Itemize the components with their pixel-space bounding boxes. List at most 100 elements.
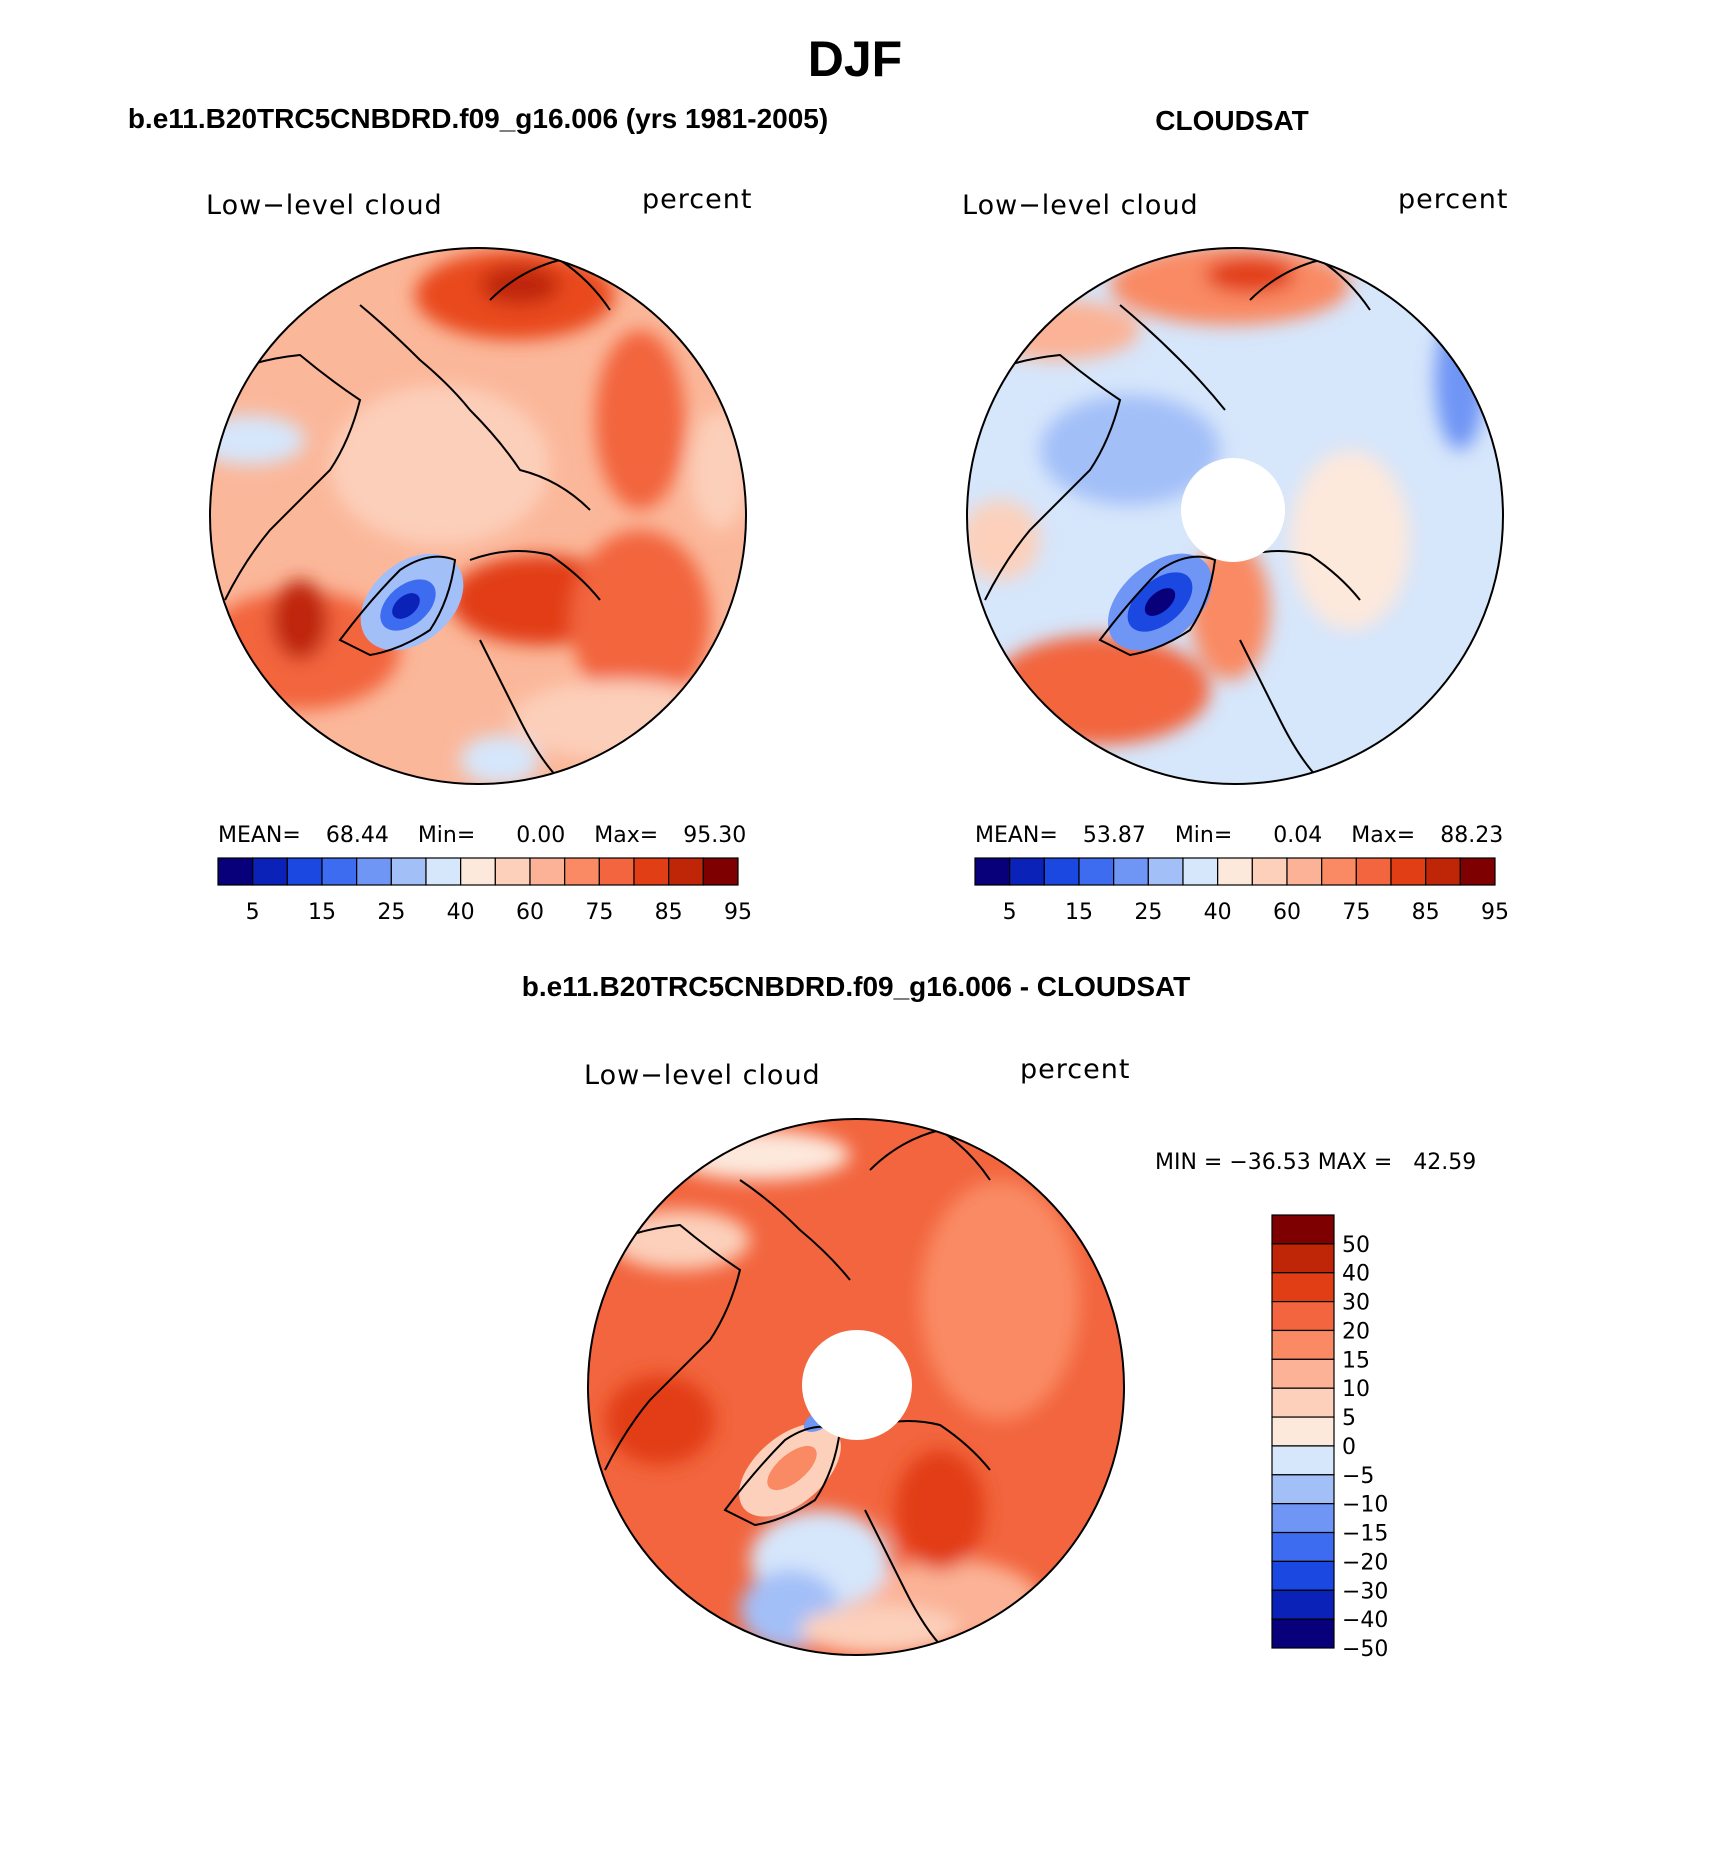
cbar1-tick-label: 75 xyxy=(585,900,613,925)
cbar3-tick-label: 5 xyxy=(1342,1406,1356,1431)
cbar1-swatch xyxy=(529,857,566,886)
model-panel-title: b.e11.B20TRC5CNBDRD.f09_g16.006 (yrs 198… xyxy=(127,103,829,134)
cbar1-tick-label: 25 xyxy=(377,900,405,925)
panel3-minmax: MIN = −36.53 MAX = 42.59 xyxy=(1155,1150,1477,1175)
cbar3-swatch xyxy=(1271,1300,1335,1332)
cbar2-swatch xyxy=(1251,857,1288,886)
season-title: DJF xyxy=(807,31,903,87)
cbar3-tick-label: 0 xyxy=(1342,1435,1356,1460)
panel2-min-label: Min= xyxy=(1174,823,1233,848)
cbar1-swatch xyxy=(390,857,427,886)
colorbar-cloudsat: 5 15 25 40 60 75 85 95 xyxy=(974,857,1509,925)
cbar2-swatch xyxy=(1217,857,1253,886)
cbar2-tick-label: 60 xyxy=(1273,900,1301,925)
cbar3-tick-label: 50 xyxy=(1342,1233,1370,1258)
panel1-max-label: Max= xyxy=(594,823,659,848)
cbar3-tick-label: −30 xyxy=(1342,1579,1388,1604)
cbar2-swatch xyxy=(1425,857,1461,886)
cbar2-swatch xyxy=(1078,857,1115,886)
panel3-variable-label: Low−level cloud xyxy=(584,1060,821,1091)
colorbar-model: 5 15 25 40 60 75 85 95 xyxy=(217,857,752,925)
cbar2-swatch xyxy=(1182,857,1219,886)
cbar2-swatch xyxy=(1113,857,1149,886)
panel1-max-value: 95.30 xyxy=(683,823,747,848)
cbar1-swatch xyxy=(217,857,254,886)
cbar3-tick-label: 30 xyxy=(1342,1291,1370,1316)
cbar1-swatch xyxy=(633,857,670,886)
cbar3-tick-label: 20 xyxy=(1342,1319,1370,1344)
cbar2-swatch xyxy=(1459,857,1496,886)
panel2-max-value: 88.23 xyxy=(1440,823,1504,848)
map-cloudsat xyxy=(966,247,1504,785)
cbar2-swatch xyxy=(1286,857,1323,886)
cbar1-swatch xyxy=(321,857,358,886)
diff-panel-title: b.e11.B20TRC5CNBDRD.f09_g16.006 - CLOUDS… xyxy=(521,971,1191,1002)
cbar3-swatch xyxy=(1271,1445,1335,1476)
cbar2-swatch xyxy=(1321,857,1357,886)
map-model xyxy=(209,247,747,785)
cbar3-swatch xyxy=(1271,1243,1335,1274)
cbar2-tick-label: 5 xyxy=(1003,900,1017,925)
cbar1-tick-label: 15 xyxy=(308,900,336,925)
cbar1-tick-label: 85 xyxy=(655,900,683,925)
cbar2-tick-label: 85 xyxy=(1412,900,1440,925)
cbar1-swatch xyxy=(702,857,739,886)
cbar1-swatch xyxy=(494,857,531,886)
panel2-variable-label: Low−level cloud xyxy=(962,190,1199,221)
cbar1-tick-label: 5 xyxy=(246,900,260,925)
cbar3-swatch xyxy=(1271,1358,1335,1389)
cbar2-tick-label: 15 xyxy=(1065,900,1093,925)
panel1-stats: MEAN= 68.44 Min= 0.00 Max= 95.30 xyxy=(218,823,746,848)
cbar2-swatch xyxy=(1147,857,1184,886)
cbar3-swatch xyxy=(1271,1387,1335,1418)
panel1-mean-value: 68.44 xyxy=(325,823,389,848)
panel1-mean-label: MEAN= xyxy=(218,823,301,848)
cbar3-swatch xyxy=(1271,1329,1335,1360)
panel2-mean-value: 53.87 xyxy=(1082,823,1146,848)
cbar2-swatch xyxy=(1355,857,1392,886)
panel2-units-label: percent xyxy=(1398,184,1509,215)
cbar3-swatch xyxy=(1271,1272,1335,1303)
cbar3-swatch xyxy=(1271,1560,1335,1591)
cbar2-swatch xyxy=(1390,857,1427,886)
cbar1-tick-label: 40 xyxy=(447,900,475,925)
cbar3-tick-label: 15 xyxy=(1342,1348,1370,1373)
cbar3-swatch xyxy=(1271,1474,1335,1505)
cbar2-swatch xyxy=(1009,857,1045,886)
cbar1-swatch xyxy=(252,857,288,886)
panel2-mean-label: MEAN= xyxy=(975,823,1058,848)
panel1-min-value: 0.00 xyxy=(516,823,566,848)
cbar1-swatch xyxy=(425,857,462,886)
cbar2-tick-label: 40 xyxy=(1204,900,1232,925)
cbar3-tick-label: 10 xyxy=(1342,1377,1370,1402)
cbar3-tick-label: −50 xyxy=(1342,1637,1388,1662)
cbar3-swatch xyxy=(1271,1531,1335,1562)
cbar2-tick-label: 75 xyxy=(1342,900,1370,925)
panel3-units-label: percent xyxy=(1020,1054,1131,1085)
cbar3-swatch xyxy=(1271,1589,1335,1620)
cbar3-tick-label: −5 xyxy=(1342,1464,1374,1489)
cbar3-tick-label: −40 xyxy=(1342,1608,1388,1633)
cbar1-swatch xyxy=(356,857,392,886)
panel2-stats: MEAN= 53.87 Min= 0.04 Max= 88.23 xyxy=(975,823,1503,848)
cbar1-tick-label: 95 xyxy=(724,900,752,925)
panel1-variable-label: Low−level cloud xyxy=(206,190,443,221)
panel2-min-value: 0.04 xyxy=(1273,823,1323,848)
cbar2-swatch xyxy=(1043,857,1080,886)
cbar2-tick-label: 25 xyxy=(1134,900,1162,925)
cbar3-swatch xyxy=(1271,1503,1335,1534)
panel2-max-label: Max= xyxy=(1351,823,1416,848)
cbar3-swatch xyxy=(1271,1618,1335,1649)
cbar3-tick-label: −15 xyxy=(1342,1522,1388,1547)
cbar3-tick-label: −10 xyxy=(1342,1493,1388,1518)
cbar3-tick-label: 40 xyxy=(1342,1262,1370,1287)
map-difference xyxy=(587,1118,1125,1656)
panel1-units-label: percent xyxy=(642,184,753,215)
cbar1-swatch xyxy=(286,857,323,886)
cbar1-tick-label: 60 xyxy=(516,900,544,925)
cbar2-swatch xyxy=(974,857,1011,886)
cbar1-swatch xyxy=(598,857,635,886)
cbar3-swatch xyxy=(1271,1214,1335,1245)
